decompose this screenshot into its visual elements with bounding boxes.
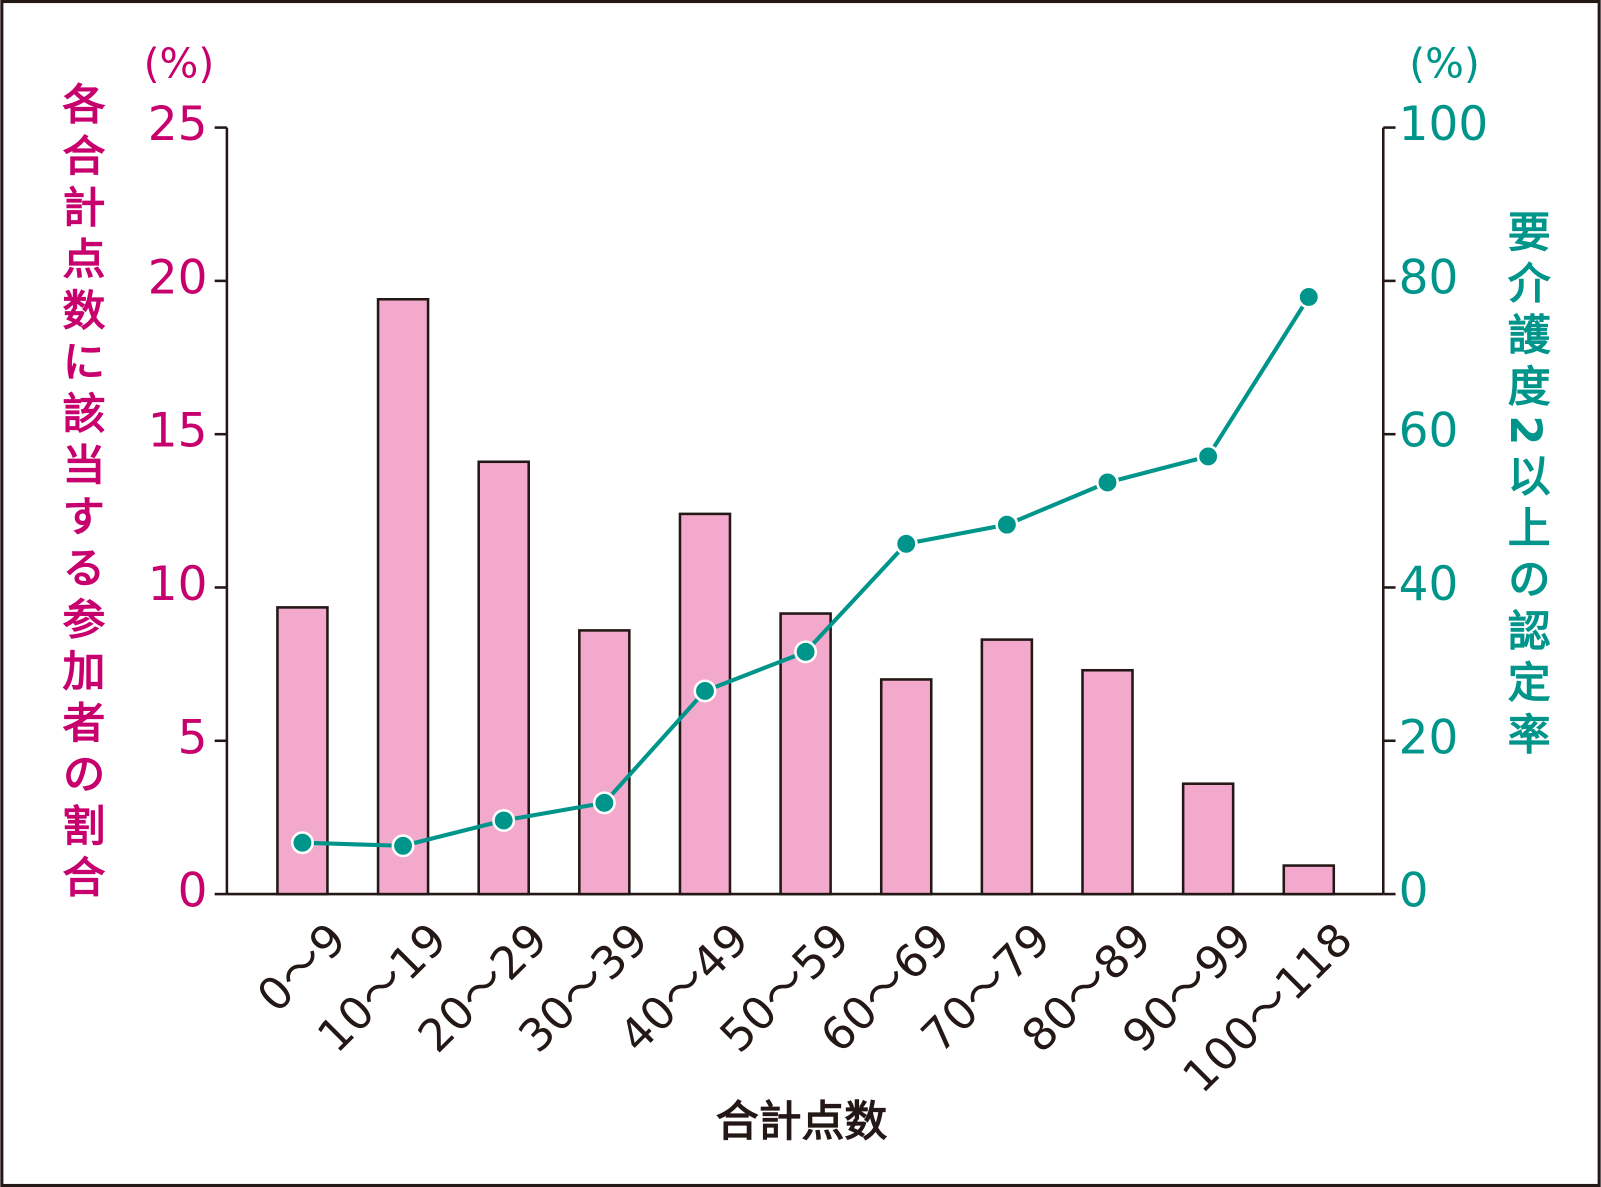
marker [794,640,818,664]
y2-axis-title: 要介護度2以上の認定率 [1500,209,1550,763]
bar [980,638,1034,896]
x-axis-title: 合計点数 [716,1097,888,1147]
marker [592,791,616,815]
y2-tick-label: 40 [1399,557,1459,612]
bar [678,512,732,896]
marker [693,679,717,703]
y2-tick-label: 80 [1399,250,1459,305]
marker [290,831,314,855]
marker [1297,285,1321,309]
y-tick-label: 0 [178,864,208,919]
y-tick-label: 25 [148,97,208,152]
bar [879,678,933,896]
marker [894,532,918,556]
bar [1081,668,1134,896]
marker [1096,470,1119,494]
bar [1181,782,1235,896]
y-tick-label: 5 [178,710,208,765]
y2-tick-label: 20 [1399,710,1459,765]
marker [391,834,415,858]
bar [376,297,430,896]
bar [578,629,631,896]
bar [1282,864,1336,896]
y2-unit: (%) [1409,39,1480,87]
y-tick-label: 15 [148,404,208,459]
y2-tick-label: 0 [1399,864,1429,919]
y-tick-label: 20 [148,250,208,305]
marker [492,809,516,832]
marker [995,513,1019,537]
y2-tick-label: 100 [1399,97,1489,152]
y-axis-title: 各合計点数に該当する参加者の割合 [55,81,105,906]
y-tick-label: 10 [148,557,208,612]
y2-tick-label: 60 [1399,404,1459,459]
y-unit: (%) [144,39,215,87]
marker [1196,444,1220,468]
